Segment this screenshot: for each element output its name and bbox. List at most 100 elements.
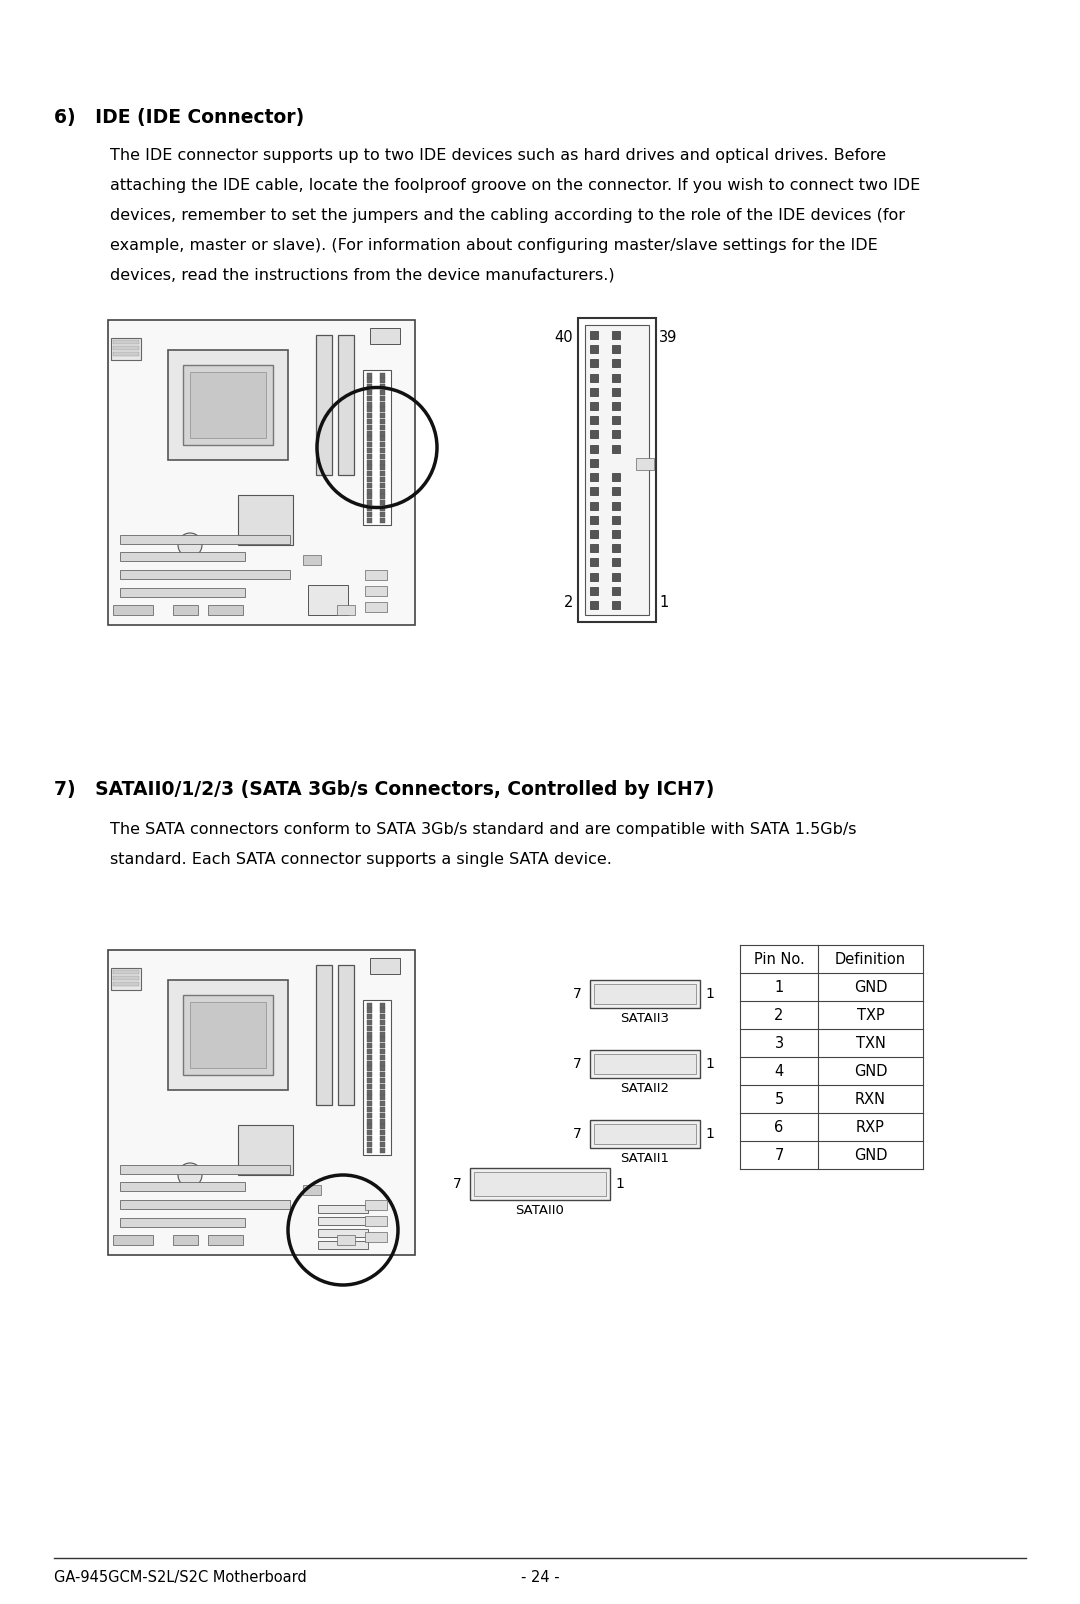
Bar	[379, 518, 384, 523]
Text: 6)   IDE (IDE Connector): 6) IDE (IDE Connector)	[54, 107, 305, 127]
Bar	[379, 1071, 384, 1078]
Bar	[590, 488, 598, 496]
Bar	[365, 569, 387, 581]
Bar	[612, 488, 620, 496]
Bar	[108, 321, 415, 626]
Bar	[379, 425, 384, 430]
Text: The SATA connectors conform to SATA 3Gb/s standard and are compatible with SATA : The SATA connectors conform to SATA 3Gb/…	[110, 821, 856, 837]
Bar	[365, 602, 387, 613]
Text: SATAII3: SATAII3	[621, 1012, 670, 1025]
Text: example, master or slave). (For information about configuring master/slave setti: example, master or slave). (For informat…	[110, 237, 878, 253]
Bar	[590, 1051, 700, 1078]
Text: TXP: TXP	[856, 1007, 885, 1022]
Bar	[379, 512, 384, 516]
Bar	[338, 335, 354, 475]
Bar	[594, 1124, 696, 1144]
Bar	[379, 489, 384, 494]
Bar	[366, 1124, 372, 1129]
Bar	[594, 983, 696, 1004]
Bar	[379, 1031, 384, 1036]
Bar	[366, 443, 372, 448]
Bar	[366, 390, 372, 395]
Text: 5: 5	[774, 1091, 784, 1107]
Bar	[308, 585, 348, 614]
Bar	[208, 605, 243, 614]
Bar	[366, 1002, 372, 1007]
Bar	[173, 605, 198, 614]
Bar	[612, 374, 620, 382]
Bar	[379, 459, 384, 465]
Bar	[183, 366, 273, 444]
Bar	[366, 1107, 372, 1112]
Bar	[612, 544, 620, 552]
Bar	[190, 1002, 266, 1068]
Bar	[366, 1118, 372, 1123]
Bar	[590, 980, 700, 1007]
Bar	[366, 494, 372, 499]
Bar	[379, 1107, 384, 1112]
Bar	[379, 500, 384, 505]
Bar	[590, 573, 598, 581]
Bar	[379, 1118, 384, 1123]
Bar	[318, 1217, 368, 1225]
Bar	[366, 1067, 372, 1071]
Text: devices, read the instructions from the device manufacturers.): devices, read the instructions from the …	[110, 268, 615, 282]
Bar	[366, 476, 372, 481]
Bar	[590, 602, 598, 610]
Bar	[379, 1100, 384, 1107]
Bar	[365, 1232, 387, 1241]
Bar	[366, 1136, 372, 1140]
Bar	[590, 388, 598, 396]
Bar	[316, 966, 332, 1105]
Bar	[366, 489, 372, 494]
Text: SATAII1: SATAII1	[621, 1152, 670, 1165]
Bar	[366, 1147, 372, 1153]
Bar	[366, 1043, 372, 1047]
Bar	[120, 589, 245, 597]
Text: 4: 4	[774, 1063, 784, 1078]
Bar	[366, 436, 372, 441]
Bar	[590, 587, 598, 595]
Text: Definition: Definition	[835, 951, 906, 967]
Bar	[578, 318, 656, 622]
Bar	[366, 505, 372, 512]
Bar	[379, 443, 384, 448]
Bar	[379, 430, 384, 436]
Bar	[316, 335, 332, 475]
Bar	[379, 1078, 384, 1083]
Bar	[303, 1185, 321, 1195]
Bar	[379, 401, 384, 406]
Text: 40: 40	[554, 330, 573, 345]
Bar	[612, 430, 620, 438]
Text: 7)   SATAII0/1/2/3 (SATA 3Gb/s Connectors, Controlled by ICH7): 7) SATAII0/1/2/3 (SATA 3Gb/s Connectors,…	[54, 780, 714, 799]
Bar	[379, 1131, 384, 1136]
Bar	[379, 1049, 384, 1054]
Text: 1: 1	[705, 1057, 714, 1071]
Bar	[379, 1096, 384, 1100]
Bar	[173, 1235, 198, 1245]
Bar	[379, 390, 384, 395]
Bar	[337, 1235, 355, 1245]
Bar	[379, 1038, 384, 1043]
Bar	[594, 1054, 696, 1075]
Bar	[470, 1168, 610, 1200]
Bar	[612, 516, 620, 525]
Text: 2: 2	[564, 595, 573, 610]
Bar	[379, 372, 384, 377]
Bar	[379, 1136, 384, 1140]
Text: 3: 3	[774, 1036, 784, 1051]
Bar	[612, 330, 620, 338]
Bar	[636, 457, 654, 470]
Text: GND: GND	[854, 980, 888, 994]
Bar	[338, 966, 354, 1105]
Bar	[590, 430, 598, 438]
Bar	[120, 1200, 291, 1209]
Bar	[183, 994, 273, 1075]
Bar	[113, 351, 139, 356]
Text: 1: 1	[659, 595, 669, 610]
Bar	[366, 1142, 372, 1147]
Bar	[366, 419, 372, 423]
Bar	[303, 555, 321, 565]
Bar	[379, 1084, 384, 1089]
Bar	[366, 1031, 372, 1036]
